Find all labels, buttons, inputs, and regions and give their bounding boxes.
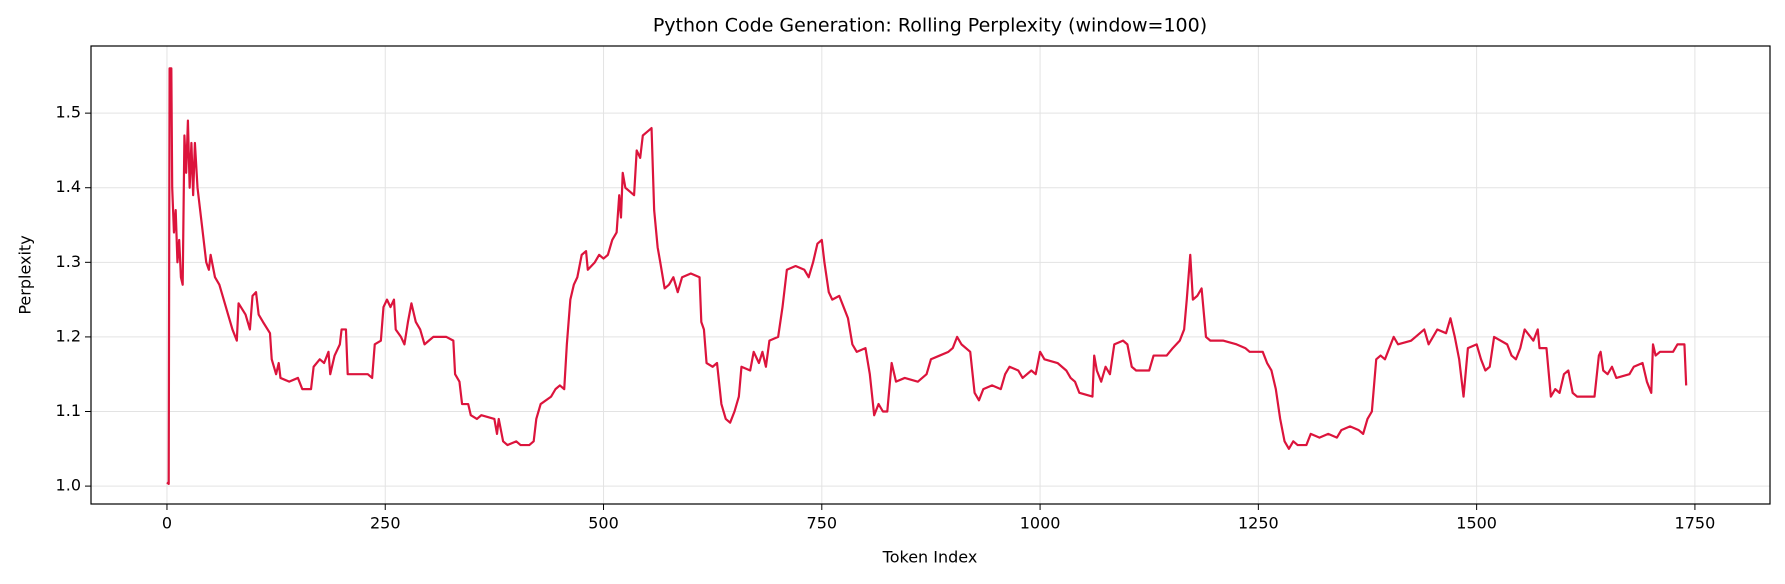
y-tick-label: 1.1 bbox=[56, 401, 81, 420]
x-tick-label: 0 bbox=[162, 514, 172, 533]
x-axis-label: Token Index bbox=[882, 548, 978, 567]
y-tick-label: 1.0 bbox=[56, 476, 81, 495]
x-tick-label: 250 bbox=[370, 514, 401, 533]
chart-title: Python Code Generation: Rolling Perplexi… bbox=[653, 15, 1207, 37]
y-tick-label: 1.5 bbox=[56, 103, 81, 122]
line bbox=[166, 67, 1688, 485]
x-tick-label: 750 bbox=[807, 514, 838, 533]
y-axis-label: Perplexity bbox=[16, 235, 35, 314]
x-tick-label: 1500 bbox=[1456, 514, 1497, 533]
x-tick-label: 1250 bbox=[1238, 514, 1279, 533]
y-tick-label: 1.4 bbox=[56, 177, 81, 196]
x-tick-label: 500 bbox=[588, 514, 619, 533]
y-tick-label: 1.3 bbox=[56, 252, 81, 271]
x-tick-label: 1000 bbox=[1020, 514, 1061, 533]
plot-frame bbox=[90, 45, 1771, 505]
y-tick-label: 1.2 bbox=[56, 326, 81, 345]
x-tick-label: 1750 bbox=[1675, 514, 1716, 533]
